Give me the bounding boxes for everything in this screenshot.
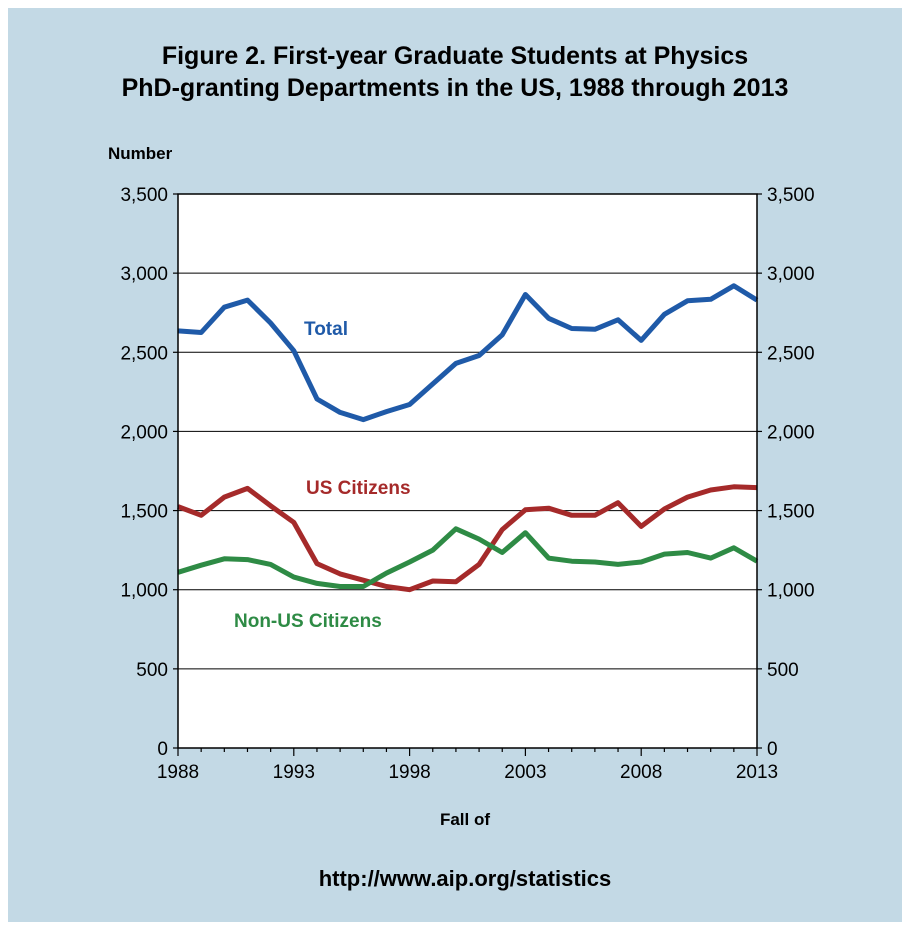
series-line-total	[177, 283, 759, 423]
x-tick-label: 2008	[620, 762, 662, 783]
y-tick-label-left: 0	[157, 739, 168, 760]
plot-area	[178, 194, 757, 748]
series-label-us-citizens: US Citizens	[306, 478, 411, 499]
y-tick-label-left: 500	[136, 660, 168, 681]
y-tick-label-right: 500	[767, 660, 799, 681]
y-tick-label-right: 2,500	[767, 343, 815, 364]
y-tick-label-right: 3,500	[767, 185, 815, 206]
y-tick-label-left: 3,000	[120, 264, 168, 285]
y-tick-label-right: 0	[767, 739, 778, 760]
y-ticks-right: 0 500 1,000 1,500 2,000 2,500 3,000 3,500	[757, 185, 815, 760]
y-ticks-left: 0 500 1,000 1,500 2,000 2,500 3,000 3,500	[120, 185, 178, 760]
y-tick-label-left: 2,500	[120, 343, 168, 364]
series-label-total: Total	[304, 319, 348, 340]
y-tick-label-left: 3,500	[120, 185, 168, 206]
y-tick-label-right: 1,000	[767, 581, 815, 602]
chart-title: Figure 2. First-year Graduate Students a…	[0, 40, 910, 104]
y-tick-label-left: 1,500	[120, 502, 168, 523]
x-ticks: 1988 1993 1998 2003 2008 2013	[157, 748, 778, 783]
x-tick-label: 1993	[273, 762, 315, 783]
y-tick-label-left: 2,000	[120, 422, 168, 443]
x-tick-label: 1998	[388, 762, 430, 783]
x-axis-label: Fall of	[439, 810, 491, 829]
chart-title-line-1: Figure 2. First-year Graduate Students a…	[161, 42, 749, 70]
source-url: http://www.aip.org/statistics	[318, 866, 612, 891]
x-tick-label: 2013	[736, 762, 778, 783]
y-tick-label-left: 1,000	[120, 581, 168, 602]
y-axis-label: Number	[108, 144, 173, 163]
series-line-non-us-citizens	[177, 526, 759, 589]
series-label-non-us-citizens: Non-US Citizens	[234, 611, 382, 632]
series-line-us-citizens	[177, 484, 758, 593]
chart-title-line-2: PhD-granting Departments in the US, 1988…	[121, 74, 789, 102]
y-tick-label-right: 3,000	[767, 264, 815, 285]
y-tick-label-right: 2,000	[767, 422, 815, 443]
x-tick-label: 1988	[157, 762, 199, 783]
plot-frame	[177, 193, 758, 749]
series-group	[177, 283, 759, 593]
x-tick-label: 2003	[504, 762, 546, 783]
y-tick-label-right: 1,500	[767, 502, 815, 523]
